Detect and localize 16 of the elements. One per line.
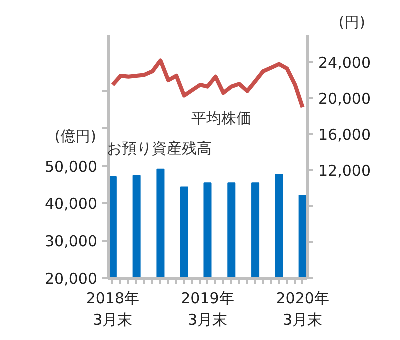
- y-tick-label: 40,000: [45, 195, 98, 214]
- y2-axis-title: (円): [338, 14, 366, 32]
- series-label: 平均株価: [192, 110, 252, 128]
- x-tick-label: 2018年 3月末: [86, 290, 140, 330]
- y2-tick-label: 20,000: [318, 90, 371, 108]
- y-tick-label: 50,000: [45, 158, 98, 176]
- x-tick-label: 2020年 3月末: [276, 290, 330, 330]
- y2-tick-label: 16,000: [318, 126, 371, 144]
- y2-tick-label: 12,000: [318, 162, 371, 180]
- y-axis-title: (億円): [54, 127, 97, 146]
- y-tick-label: 20,000: [45, 270, 98, 288]
- y2-tick-label: 24,000: [318, 54, 371, 72]
- line-series: [110, 58, 305, 110]
- series-label: お預り資産残高: [106, 139, 212, 158]
- y-tick-label: 30,000: [45, 232, 98, 251]
- x-tick-label: 2019年 3月末: [181, 290, 234, 330]
